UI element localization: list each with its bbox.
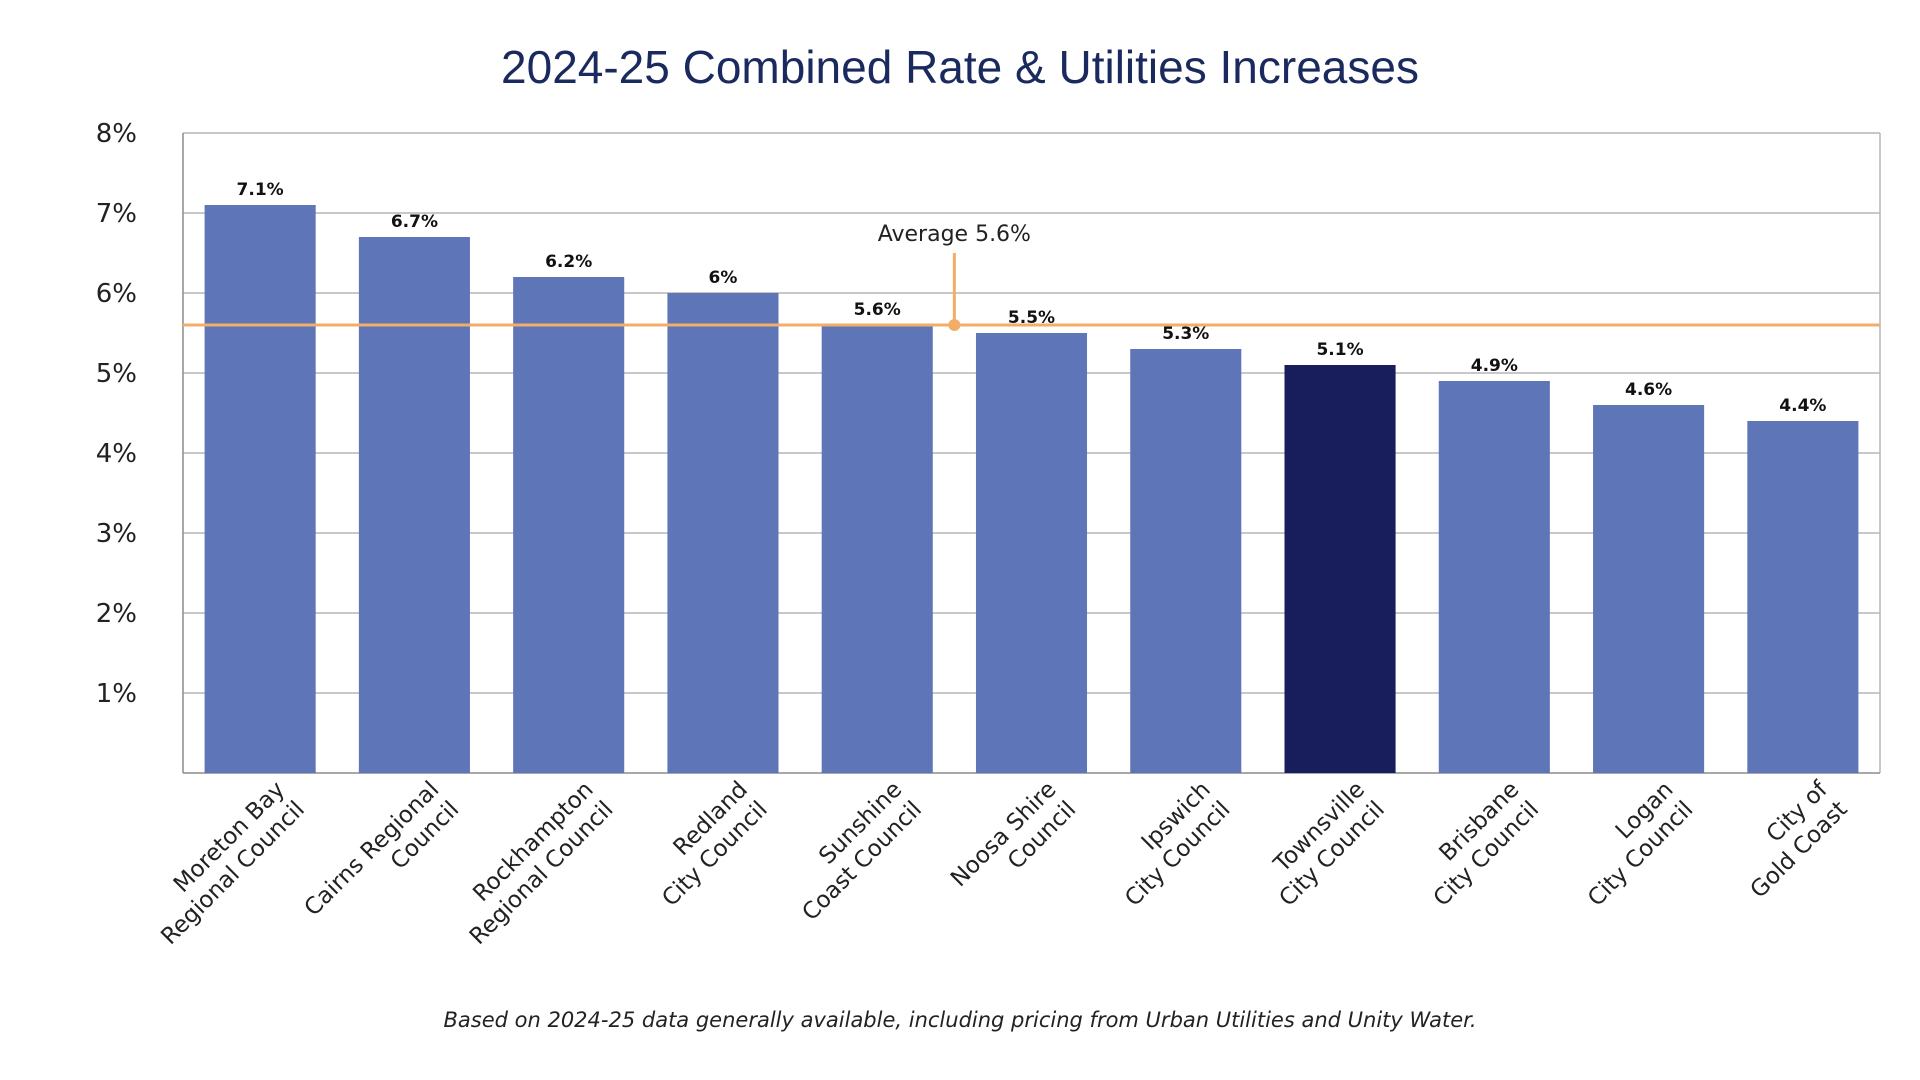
data-label: 4.9%: [1471, 356, 1518, 376]
y-tick-label: 6%: [96, 279, 137, 309]
y-tick-label: 7%: [96, 199, 137, 229]
bar: [513, 277, 625, 773]
data-label: 6.7%: [391, 212, 438, 232]
bar: [821, 325, 933, 773]
data-label: 5.3%: [1162, 324, 1209, 344]
data-label: 5.1%: [1316, 340, 1363, 360]
data-label: 5.6%: [854, 300, 901, 320]
y-tick-label: 5%: [96, 359, 137, 389]
data-label: 4.6%: [1625, 380, 1672, 400]
y-tick-label: 2%: [96, 599, 137, 629]
chart-title: 2024-25 Combined Rate & Utilities Increa…: [501, 41, 1419, 93]
y-tick-label: 1%: [96, 679, 137, 709]
bar: [667, 293, 779, 773]
bar: [358, 237, 470, 773]
data-label: 7.1%: [237, 180, 284, 200]
bar: [204, 205, 316, 773]
data-label: 5.5%: [1008, 308, 1055, 328]
data-label: 6.2%: [545, 252, 592, 272]
y-tick-label: 3%: [96, 519, 137, 549]
average-callout-dot: [948, 319, 961, 331]
bar: [1130, 349, 1242, 773]
bar: [975, 333, 1088, 773]
chart-footnote: Based on 2024-25 data generally availabl…: [443, 1008, 1477, 1032]
average-label: Average 5.6%: [878, 222, 1031, 247]
bar: [1438, 381, 1550, 773]
bar: [1593, 405, 1705, 773]
bar: [1747, 421, 1859, 773]
y-tick-label: 4%: [96, 439, 137, 469]
data-label: 6%: [709, 268, 738, 288]
bar: [1284, 365, 1396, 773]
data-label: 4.4%: [1779, 396, 1826, 416]
y-tick-label: 8%: [96, 119, 137, 149]
